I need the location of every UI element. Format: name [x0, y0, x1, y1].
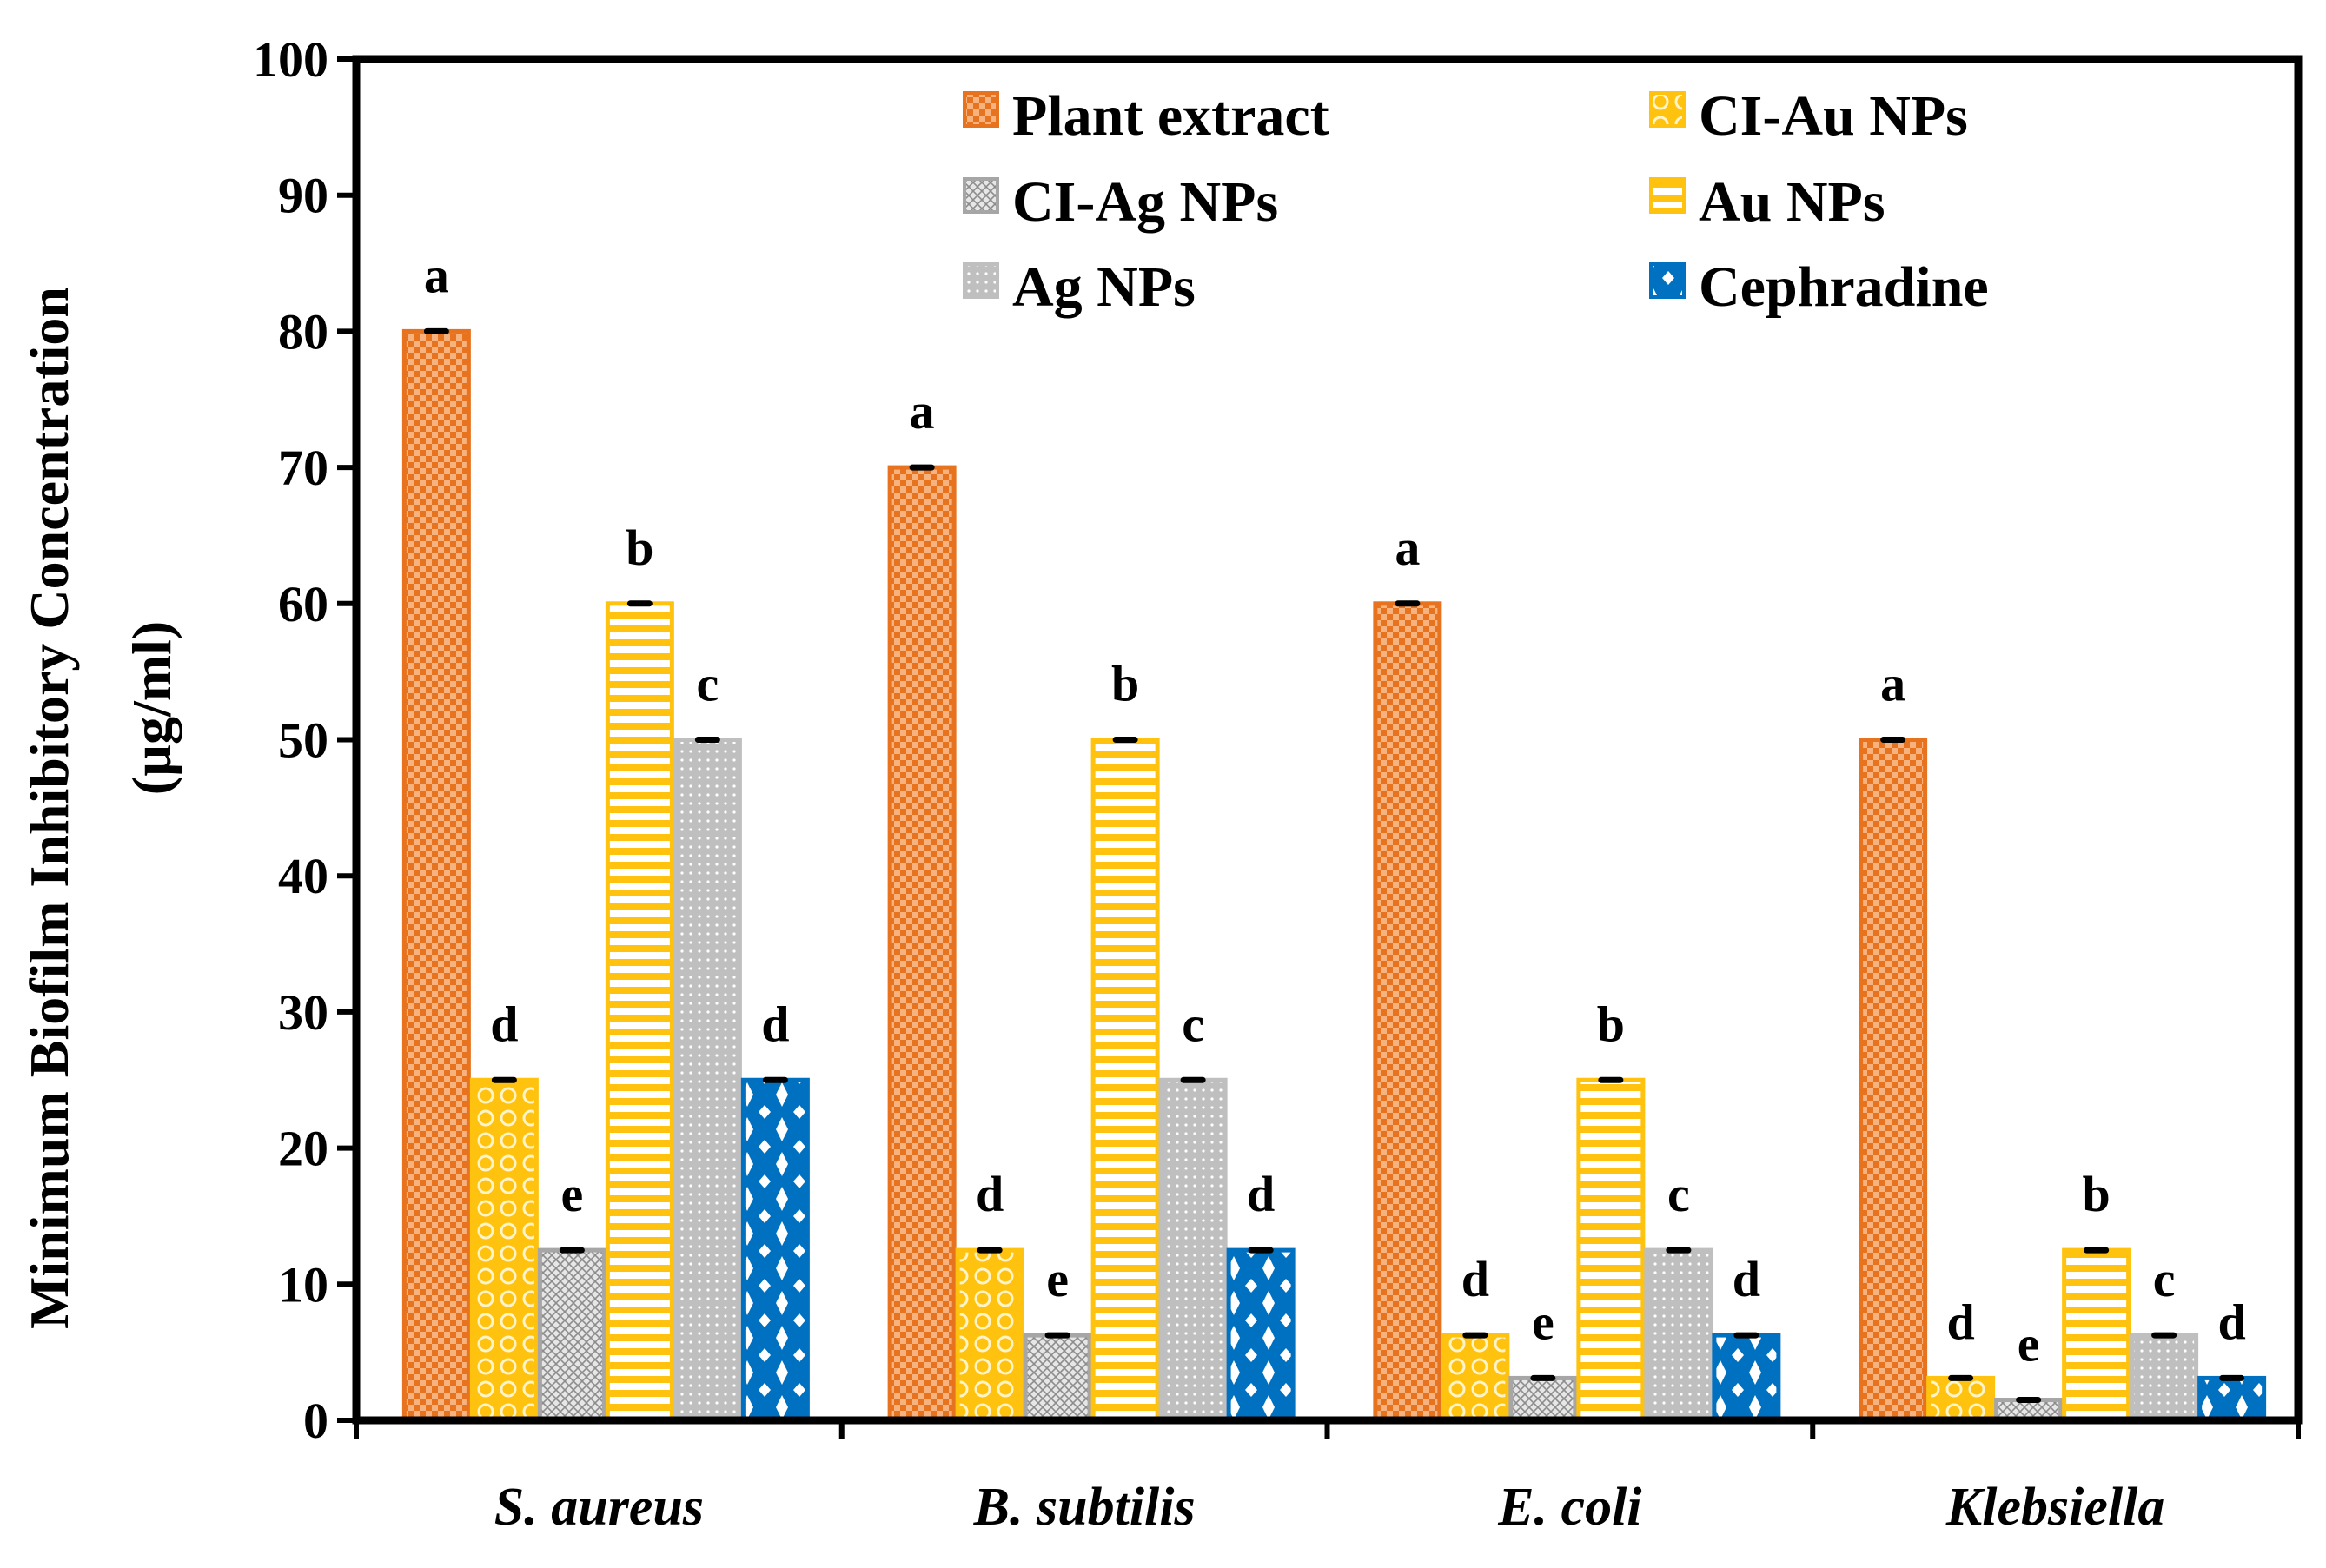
significance-letter: a: [1880, 656, 1905, 712]
error-bars-layer: [423, 327, 2245, 1403]
legend-item-ag-nps: Ag NPs: [963, 255, 1196, 319]
legend-label: Cephradine: [1699, 255, 1989, 319]
significance-letter: c: [1667, 1166, 1690, 1222]
bar-au-nps-s-aureus: [605, 601, 674, 1423]
bar-ag-nps-e-coli: [1644, 1247, 1713, 1423]
bar-ag-nps-s-aureus: [673, 738, 742, 1423]
significance-letter: d: [1461, 1251, 1489, 1307]
bar-ci-au-nps-b-subtilis: [955, 1247, 1024, 1423]
y-tick-label: 70: [278, 440, 328, 496]
significance-letter: d: [2217, 1293, 2245, 1350]
y-tick-label: 0: [303, 1393, 328, 1449]
bar-ci-au-nps-klebsiella: [1926, 1375, 1996, 1423]
bar-cephradine-e-coli: [1712, 1333, 1781, 1423]
y-axis-label: Minimum Biofilm Inhibitory Concentration: [18, 287, 80, 1329]
legend-item-plant-extract: Plant extract: [963, 84, 1329, 148]
legend-label: Ag NPs: [1012, 255, 1196, 319]
legend-item-cephradine: Cephradine: [1649, 255, 1989, 319]
bar-cephradine-s-aureus: [740, 1077, 810, 1423]
bar-ag-nps-klebsiella: [2130, 1333, 2199, 1423]
significance-letter: e: [1532, 1293, 1554, 1350]
y-axis-units: (µg/ml): [121, 621, 182, 795]
y-tick-label: 20: [278, 1121, 328, 1177]
bar-plant-extract-klebsiella: [1859, 738, 1928, 1423]
legend-label: CI-Ag NPs: [1012, 170, 1278, 234]
significance-letter: d: [976, 1166, 1004, 1222]
significance-letter: d: [1946, 1293, 1974, 1350]
legend-item-au-nps: Au NPs: [1649, 170, 1885, 234]
legend-swatch: [963, 177, 999, 214]
y-tick-label: 100: [253, 31, 328, 88]
y-tick-label: 10: [278, 1256, 328, 1313]
significance-letter: a: [1395, 519, 1420, 576]
bar-au-nps-e-coli: [1576, 1077, 1646, 1423]
significance-letter: c: [1182, 996, 1204, 1052]
bar-ci-au-nps-e-coli: [1441, 1333, 1510, 1423]
significance-letter: d: [761, 996, 789, 1052]
bar-ci-ag-nps-b-subtilis: [1023, 1333, 1092, 1423]
bar-ci-au-nps-s-aureus: [469, 1077, 539, 1423]
y-tick-label: 80: [278, 303, 328, 360]
significance-letter: c: [2153, 1251, 2176, 1307]
bars-layer: [401, 328, 2267, 1423]
legend-item-ci-ag-nps: CI-Ag NPs: [963, 170, 1278, 234]
bar-plant-extract-e-coli: [1373, 601, 1442, 1423]
significance-letter: d: [490, 996, 518, 1052]
bar-ci-ag-nps-e-coli: [1508, 1375, 1578, 1423]
x-category-label: S. aureus: [494, 1478, 704, 1537]
significance-letter: c: [697, 656, 719, 712]
legend-label: Plant extract: [1012, 84, 1329, 148]
legend-swatch: [1649, 91, 1686, 128]
legend-label: CI-Au NPs: [1699, 84, 1968, 148]
bar-ag-nps-b-subtilis: [1158, 1077, 1228, 1423]
y-tick-label: 30: [278, 984, 328, 1041]
bar-ci-ag-nps-s-aureus: [537, 1247, 606, 1423]
significance-letter: a: [424, 247, 449, 303]
y-tick-label: 90: [278, 168, 328, 224]
significance-letter: b: [626, 519, 653, 576]
bar-cephradine-b-subtilis: [1226, 1247, 1296, 1423]
significance-letter: a: [910, 383, 935, 440]
significance-letter: b: [1111, 656, 1139, 712]
y-axis-title: Minimum Biofilm Inhibitory Concentration…: [18, 287, 182, 1329]
y-axis: 0 10 20 30 40 50 60 70 80 90 100: [253, 31, 356, 1449]
legend-swatch: [1649, 262, 1686, 299]
significance-letter: d: [1247, 1166, 1275, 1222]
x-category-label: E. coli: [1497, 1478, 1641, 1537]
bar-au-nps-klebsiella: [2062, 1247, 2131, 1423]
significance-letter: e: [561, 1166, 584, 1222]
bar-plant-extract-s-aureus: [401, 328, 471, 1423]
bar-plant-extract-b-subtilis: [887, 465, 957, 1423]
x-category-label: Klebsiella: [1945, 1478, 2164, 1537]
legend-item-ci-au-nps: CI-Au NPs: [1649, 84, 1968, 148]
legend-swatch: [1649, 177, 1686, 214]
x-axis: S. aureus B. subtilis E. coli Klebsiella: [354, 1420, 2301, 1537]
y-tick-label: 60: [278, 576, 328, 632]
legend-swatch: [963, 91, 999, 128]
significance-letter: e: [2018, 1315, 2040, 1372]
significance-letter: b: [1597, 996, 1625, 1052]
y-tick-label: 50: [278, 712, 328, 769]
significance-letter: d: [1733, 1251, 1760, 1307]
significance-letter: b: [2082, 1166, 2110, 1222]
bar-cephradine-klebsiella: [2197, 1375, 2267, 1423]
legend-label: Au NPs: [1699, 170, 1885, 234]
y-tick-label: 40: [278, 848, 328, 904]
x-category-label: B. subtilis: [973, 1478, 1196, 1537]
significance-letter: e: [1046, 1251, 1069, 1307]
bar-au-nps-b-subtilis: [1090, 738, 1160, 1423]
legend-swatch: [963, 262, 999, 299]
legend: Plant extract CI-Au NPs CI-Ag NPs Au NPs Ag …: [963, 84, 1989, 319]
